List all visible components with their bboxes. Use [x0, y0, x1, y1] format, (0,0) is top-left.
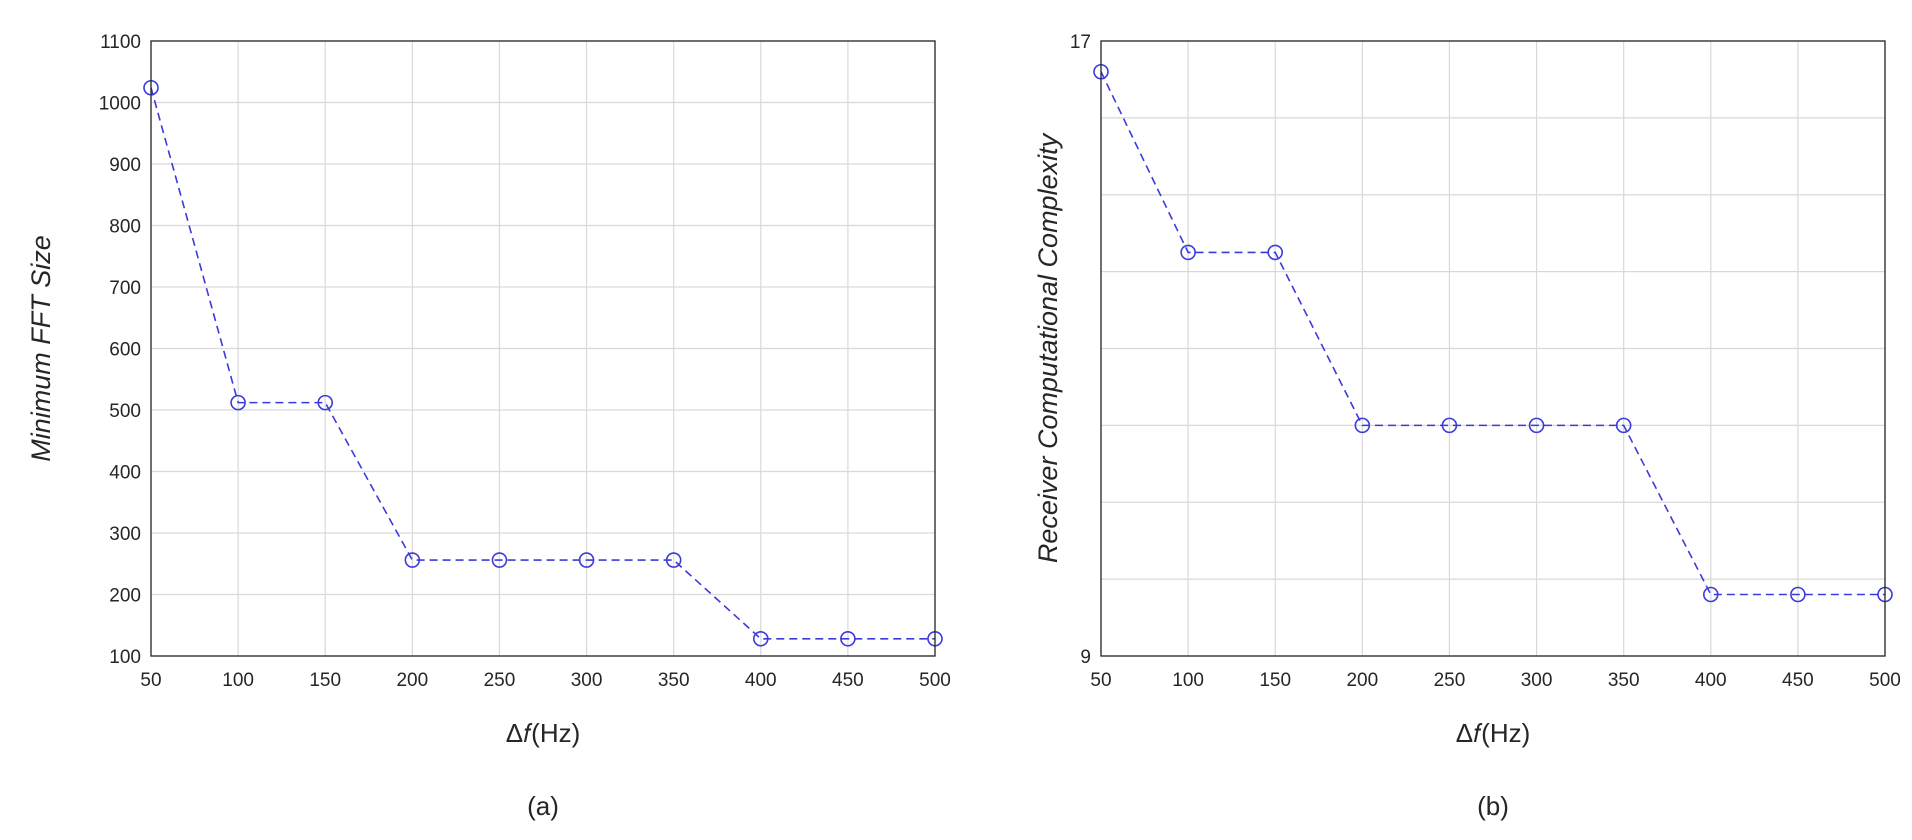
data-point-b: [1528, 417, 1545, 434]
data-point-b: [1267, 244, 1284, 261]
data-point-a: [578, 552, 595, 568]
panel-label-a: (a): [527, 791, 559, 821]
x-tick-label-b: 500: [1869, 670, 1901, 691]
series-line-b: [1100, 71, 1885, 596]
chart-a: 50 100 150 200 250 300 350 400 450 50010020030040…: [26, 32, 951, 821]
data-point-a: [404, 552, 421, 568]
x-tick-label-b: 300: [1521, 670, 1553, 691]
y-tick-label-a: 500: [109, 401, 141, 422]
x-tick-label-a: 150: [309, 670, 341, 691]
data-point-a: [317, 394, 334, 411]
x-tick-label-b: 100: [1172, 670, 1204, 691]
x-tick-label-b: 400: [1695, 670, 1727, 691]
data-point-b: [1441, 417, 1458, 434]
series-line-a: [150, 87, 935, 640]
x-tick-label-a: 400: [745, 670, 777, 691]
y-tick-label-a: 400: [109, 463, 141, 484]
y-axis-label-a: Minimum FFT Size: [26, 235, 56, 462]
x-tick-label-b: 450: [1782, 670, 1814, 691]
x-tick-label-a: 250: [484, 670, 516, 691]
x-tick-label-b: 250: [1434, 670, 1466, 691]
y-tick-label-a: 700: [109, 278, 141, 299]
data-point-a: [752, 630, 769, 647]
data-point-b: [1615, 417, 1632, 434]
y-tick-label-a: 1000: [99, 94, 141, 115]
data-point-b: [1790, 586, 1806, 603]
x-axis-label-a: Δ𝑓(Hz): [506, 718, 581, 748]
y-tick-label-a: 800: [109, 217, 141, 238]
y-tick-label-a: 900: [109, 155, 141, 176]
x-tick-label-a: 100: [222, 670, 254, 691]
x-tick-label-a: 450: [832, 670, 864, 691]
y-tick-label-a: 100: [109, 647, 141, 668]
panel-label-b: (b): [1477, 791, 1509, 821]
data-point-a: [840, 630, 856, 647]
x-tick-label-b: 50: [1090, 670, 1111, 691]
x-axis-label-b: Δ𝑓(Hz): [1456, 718, 1531, 748]
x-tick-label-b: 350: [1608, 670, 1640, 691]
chart-b: 50 100 150 200 250 300 350 400 450 500 9 17 Receive…: [1033, 32, 1901, 821]
data-point-a: [665, 552, 682, 568]
x-tick-label-a: 300: [571, 670, 603, 691]
x-tick-label-a: 350: [658, 670, 690, 691]
x-tick-label-a: 50: [140, 670, 161, 691]
y-tick-label-a: 300: [109, 524, 141, 545]
data-point-a: [491, 552, 508, 568]
x-tick-label-a: 200: [396, 670, 428, 691]
y-tick-label-a: 600: [109, 340, 141, 361]
plot-frame-a: [150, 40, 936, 657]
plot-frame-b: [1100, 40, 1886, 657]
data-point-b: [1354, 417, 1371, 434]
x-tick-label-b: 150: [1259, 670, 1291, 691]
y-tick-label-a: 200: [109, 586, 141, 607]
y-tick-label-a: 1100: [100, 32, 141, 53]
y-tick-label-b: 9: [1080, 647, 1091, 668]
x-tick-label-b: 200: [1346, 670, 1378, 691]
data-point-b: [1702, 586, 1719, 603]
data-point-b: [1180, 244, 1196, 261]
x-tick-label-a: 500: [919, 670, 951, 691]
data-point-a: [230, 394, 246, 411]
y-axis-label-b: Receiver Computational Complexity: [1033, 132, 1063, 563]
y-tick-label-b: 17: [1070, 32, 1091, 53]
